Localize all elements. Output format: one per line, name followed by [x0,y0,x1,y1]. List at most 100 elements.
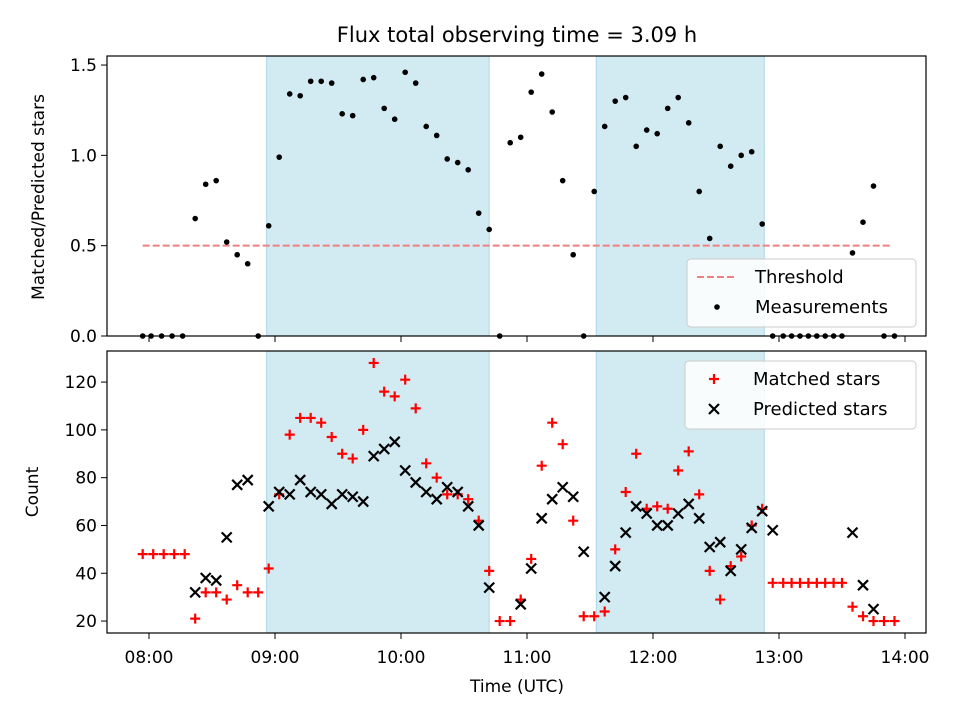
measurement-point [391,116,398,123]
measurement-point [412,80,419,86]
y-tick-label: 60 [75,516,97,536]
measurement-point [549,109,555,115]
measurement-point [759,221,765,227]
matched-star-point [736,551,747,562]
matched-star-point [673,465,684,476]
shaded-band [266,350,490,634]
measurement-point [849,250,856,256]
matched-star-point [683,446,694,457]
measurement-point [213,177,219,184]
matched-star-point [568,515,579,526]
matched-star-point [889,616,900,627]
x-tick-label: 11:00 [503,648,552,668]
top-x-ticks [148,336,906,342]
predicted-star-point [220,531,233,544]
measurement-point [860,219,866,225]
measurement-point [423,123,430,130]
predicted-star-point [766,524,779,537]
measurement-point [286,91,293,97]
predicted-star-point [199,572,212,584]
predicted-star-point [640,507,653,520]
top-y-ticks: 0.0 0.5 1.0 1.5 [70,56,107,347]
y-tick-label: 80 [75,469,97,489]
predicted-star-point [336,488,348,501]
predicted-star-point [514,598,527,611]
measurement-point [528,89,534,95]
matched-star-point [704,565,715,576]
matched-star-point [253,587,264,598]
predicted-star-point [846,526,859,539]
top-panel: 0.0 0.5 1.0 1.5 Matched/Predicted stars Thr… [29,55,927,347]
matched-star-point [358,424,369,435]
bottom-x-ticks: 08:00 09:00 10:00 11:00 12:00 13:00 14:00 [125,633,930,668]
y-tick-label: 1.0 [70,146,97,166]
matched-star-point [610,544,621,555]
predicted-star-point [231,479,243,491]
matched-star-point [232,580,243,591]
measurement-point [454,159,461,166]
measurement-point [748,148,755,155]
measurement-point [486,226,493,233]
matched-star-point [547,417,558,428]
predicted-star-point [294,474,306,486]
matched-star-point [536,460,547,471]
matched-star-point [868,616,879,627]
bottom-plot-frame [106,350,927,634]
x-tick-label: 10:00 [377,648,426,668]
matched-star-point [242,587,253,598]
measurement-point [349,112,356,119]
predicted-star-point [535,512,548,525]
matched-star-point [557,439,568,450]
predicted-star-point [745,522,758,534]
measurement-point [465,167,472,173]
top-legend: Threshold Measurements [686,258,917,328]
measurement-point [570,251,576,258]
predicted-star-point [546,493,558,505]
y-tick-label: 0.5 [70,237,97,257]
chart-title: Flux total observing time = 3.09 h [337,23,697,47]
matched-star-point [305,412,316,423]
measurement-point [622,94,629,101]
x-tick-label: 14:00 [881,648,930,668]
predicted-star-point [346,491,359,503]
predicted-star-point [661,519,674,532]
matched-star-point [599,606,610,617]
matched-star-point [179,549,190,560]
y-tick-label: 120 [65,373,97,393]
bottom-legend: Matched stars Predicted stars [684,360,917,430]
measurement-point [591,188,597,195]
measurements-legend-swatch [714,304,720,310]
matched-star-point [589,611,600,622]
predicted-star-point [556,481,569,493]
predicted-star-point [577,545,590,558]
predicted-star-point [430,493,443,505]
measurement-point [706,235,713,242]
predicted-star-point [420,486,432,498]
matched-star-point [620,487,631,497]
matched-star-point [410,403,421,414]
matched-star-point [811,577,822,588]
matched-star-point [442,489,453,500]
x-axis-label: Time (UTC) [469,677,564,697]
matched-star-point [379,386,390,397]
y-tick-label: 40 [75,564,97,584]
measurement-point [601,123,608,130]
matched-star-point [211,587,222,598]
matched-star-point [284,429,295,440]
matched-star-point [148,549,159,560]
predicted-star-point [857,579,869,591]
measurement-points [139,69,898,339]
y-tick-label: 0.0 [70,327,97,347]
matched-star-point [828,577,839,588]
matched-star-point [431,472,442,483]
measurement-point [433,132,440,139]
count-points [137,357,900,627]
matched-star-point [820,577,831,588]
measurement-point [265,223,272,229]
matched-star-point [879,616,889,627]
predicted-star-point [388,436,401,448]
matched-star-point [847,601,858,612]
measurement-point [654,130,660,137]
matched-star-point [368,357,379,368]
predicted-star-point [567,491,579,503]
